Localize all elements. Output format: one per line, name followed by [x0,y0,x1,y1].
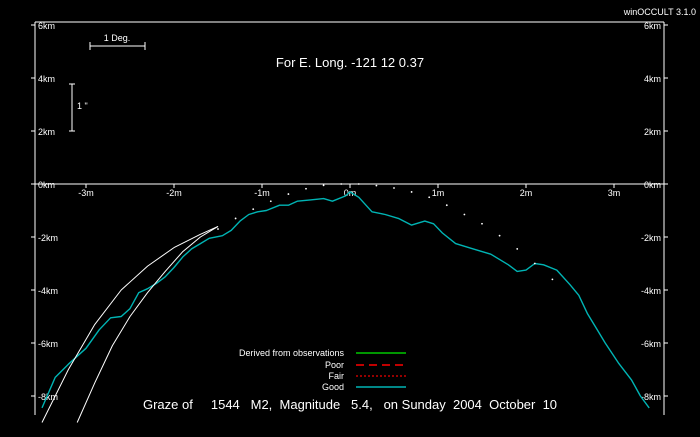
limb-projection-point [357,183,360,185]
good-line [41,191,650,409]
x-tick-label: 2m [520,188,533,198]
limb-projection-point [305,187,307,190]
limb-projection-point [516,248,519,250]
y-left-tick-label: -4km [38,286,58,296]
northern-limit-line [41,225,219,423]
y-right-tick-label: -8km [641,392,661,402]
y-right-tick-label: -2km [641,233,661,243]
y-left-tick-label: 4km [38,74,55,84]
chart-legend: Derived from observations Poor Fair Good [239,348,406,392]
y-left-tick-label: -8km [38,392,58,402]
x-tick-label: 0m [344,188,357,198]
y-left-tick-label: -2km [38,233,58,243]
arcsec-scale-label: 1 " [77,101,88,111]
limb-projection-point [252,208,255,211]
y-axis-left-ticks: 6km 4km 2km 0km -2km -4km -6km -8km [31,21,58,402]
limb-projection-point [269,200,272,203]
y-right-tick-label: 0km [644,180,661,190]
legend-label-derived: Derived from observations [239,348,345,358]
limb-projection-point [445,204,448,207]
chart-title: For E. Long. -121 12 0.37 [276,55,424,70]
y-axis-right-ticks: 6km 4km 2km 0km -2km -4km -6km -8km [641,21,668,402]
y-left-tick-label: 0km [38,180,55,190]
legend-label-poor: Poor [325,360,344,370]
limb-projection-point [375,184,378,187]
y-right-tick-label: -4km [641,286,661,296]
y-right-tick-label: -6km [641,339,661,349]
y-left-tick-label: 2km [38,127,55,137]
x-tick-label: -3m [78,188,94,198]
limb-projection-point [463,213,466,216]
y-right-tick-label: 2km [644,127,661,137]
series-layer [41,183,650,423]
limb-projection-point [481,222,483,225]
limb-projection-point [217,228,219,230]
legend-label-good: Good [322,382,344,392]
legend-label-fair: Fair [329,371,345,381]
y-right-tick-label: 4km [644,74,661,84]
x-tick-label: -2m [166,188,182,198]
x-axis-ticks: -3m -2m -1m 0m 1m 2m 3m [78,184,620,198]
degree-scale-bar: 1 Deg. [89,33,146,50]
limb-projection-point [428,196,431,199]
app-version-label: winOCCULT 3.1.0 [623,7,696,17]
y-right-tick-label: 6km [644,21,661,31]
southern-limit-line [76,225,219,423]
x-tick-label: 1m [432,188,445,198]
limb-projection-point [410,191,413,193]
limb-projection-point [234,217,237,220]
limb-projection-point [533,262,536,265]
limb-projection-point [551,278,554,281]
degree-scale-label: 1 Deg. [104,33,131,43]
y-left-tick-label: 6km [38,21,55,31]
limb-projection-point [287,193,290,195]
limb-projection-point [322,184,325,187]
limb-projection-point [340,183,343,185]
limb-projection-point [393,187,395,189]
x-tick-label: 3m [608,188,621,198]
arcsec-scale-bar: 1 " [69,83,88,132]
y-left-tick-label: -6km [38,339,58,349]
chart-caption: Graze of 1544 M2, Magnitude 5.4, on Sund… [143,397,557,412]
limb-projection-point [498,234,501,237]
x-tick-label: -1m [254,188,270,198]
